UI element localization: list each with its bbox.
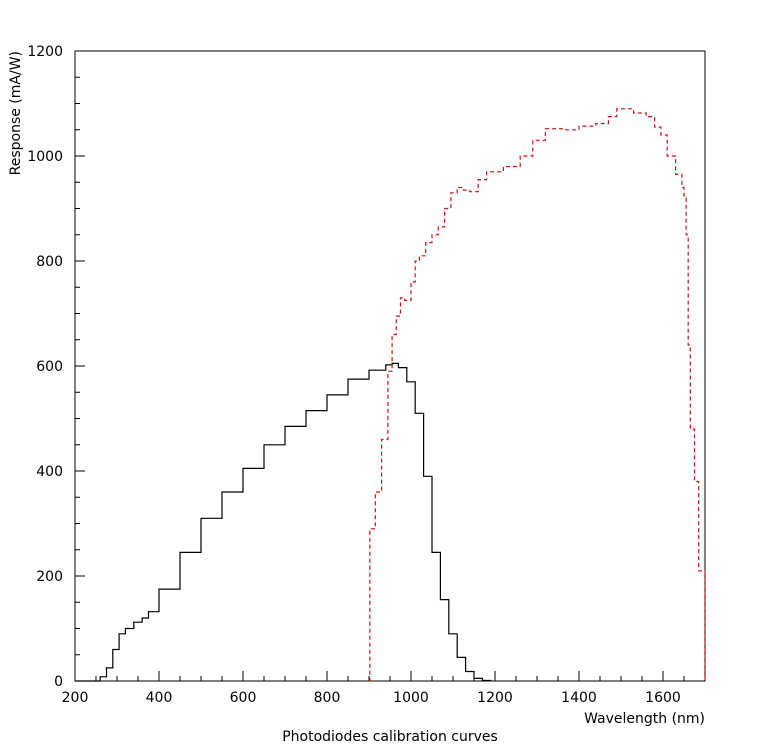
y-tick-label: 600: [36, 359, 63, 375]
x-tick-label: 600: [230, 690, 257, 706]
x-axis-ticks: 200 400 600 800 1000 1200 1400 1600: [62, 671, 706, 706]
x-tick-label: 1200: [477, 690, 513, 706]
x-tick-label: 400: [146, 690, 173, 706]
y-tick-label: 200: [36, 569, 63, 585]
x-tick-label: 1600: [645, 690, 681, 706]
series-line-silicon: [75, 362, 492, 682]
x-tick-label: 800: [314, 690, 341, 706]
y-tick-label: 400: [36, 464, 63, 480]
series-line-ingaas: [369, 108, 706, 682]
figure-caption: Photodiodes calibration curves: [282, 729, 498, 745]
y-tick-label: 0: [54, 674, 63, 690]
y-tick-label: 1200: [27, 44, 63, 60]
x-axis-title: Wavelength (nm): [584, 711, 705, 727]
x-tick-label: 200: [62, 690, 89, 706]
plot-frame: [74, 50, 706, 682]
x-tick-label: 1000: [393, 690, 429, 706]
y-tick-label: 1000: [27, 149, 63, 165]
y-axis-title: Response (mA/W): [8, 51, 24, 175]
x-tick-label: 1400: [561, 690, 597, 706]
y-axis-ticks: 0 200 400 600 800 1000 1200: [27, 44, 85, 690]
y-tick-label: 800: [36, 254, 63, 270]
